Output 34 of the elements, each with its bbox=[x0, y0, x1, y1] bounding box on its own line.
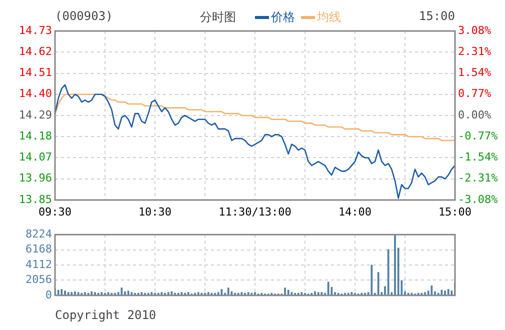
y-tick-label: 14.62 bbox=[18, 44, 52, 58]
chart-subtitle: 分时图 bbox=[200, 9, 236, 26]
y2-tick-label: -3.08% bbox=[458, 192, 498, 206]
y2-tick-label: -2.31% bbox=[458, 172, 498, 185]
y-tick-label: 13.96 bbox=[18, 172, 52, 185]
y-tick-label: 14.18 bbox=[18, 129, 52, 142]
x-tick-label: 10:30 bbox=[138, 205, 172, 218]
y-tick-label: 14.40 bbox=[18, 87, 52, 100]
y-tick-label: 14.73 bbox=[18, 24, 52, 37]
chart-title: (000903) bbox=[55, 9, 113, 23]
y-tick-label: 6168 bbox=[26, 242, 52, 256]
x-tick-label: 11:30/13:00 bbox=[218, 205, 292, 218]
y2-tick-label: -1.54% bbox=[458, 150, 498, 164]
y2-tick-label: 3.08% bbox=[458, 24, 492, 37]
y-tick-label: 2056 bbox=[26, 273, 52, 286]
text: 15:00 bbox=[418, 9, 455, 23]
x-tick-label: 15:00 bbox=[438, 205, 472, 218]
y-tick-label: 8224 bbox=[26, 227, 52, 240]
y2-tick-label: -0.77% bbox=[458, 129, 498, 142]
y2-tick-label: 0.77% bbox=[458, 87, 492, 100]
y2-tick-label: 2.31% bbox=[458, 44, 492, 58]
x-tick-label: 09:30 bbox=[38, 205, 72, 218]
y-tick-label: 13.85 bbox=[18, 192, 52, 206]
y-tick-label: 14.07 bbox=[18, 150, 52, 164]
y-tick-label: 0 bbox=[45, 288, 52, 302]
y-tick-label: 4112 bbox=[26, 258, 52, 271]
y2-tick-label: 1.54% bbox=[458, 66, 492, 80]
y-tick-label: 14.51 bbox=[18, 66, 52, 80]
legend-label: 均线 bbox=[317, 10, 341, 24]
text: Copyright 2010 bbox=[55, 308, 156, 322]
x-tick-label: 14:00 bbox=[338, 205, 372, 218]
y2-tick-label: 0.00% bbox=[458, 108, 492, 122]
legend-label: 价格 bbox=[271, 10, 295, 24]
y-tick-label: 14.29 bbox=[18, 108, 52, 122]
